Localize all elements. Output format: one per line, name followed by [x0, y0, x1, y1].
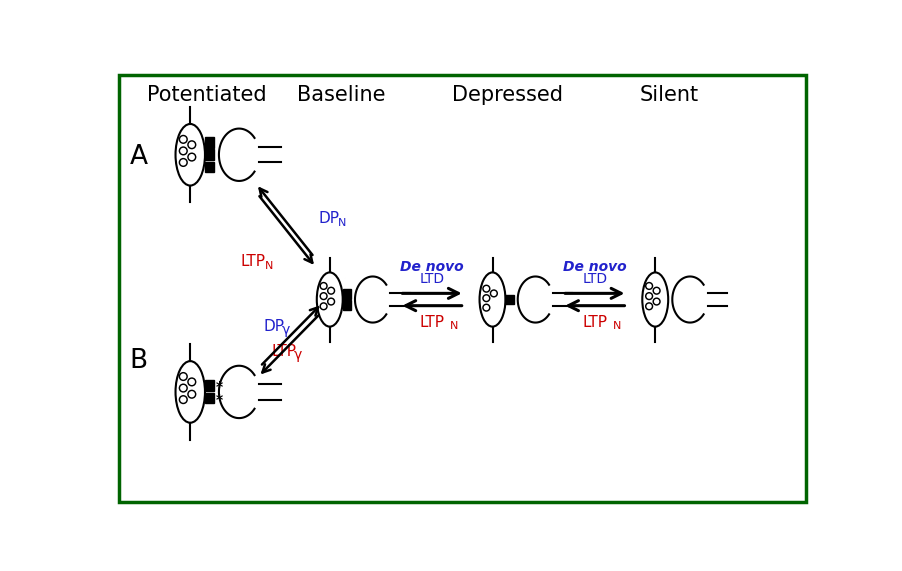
Text: Silent: Silent — [640, 86, 699, 106]
Text: De novo: De novo — [400, 260, 464, 274]
Text: DP: DP — [318, 211, 339, 226]
Text: *: * — [216, 393, 223, 407]
Text: LTP: LTP — [241, 254, 265, 268]
Text: N: N — [612, 321, 621, 332]
Bar — [343, 300, 351, 309]
Text: γ: γ — [293, 348, 301, 362]
Text: Potentiated: Potentiated — [148, 86, 267, 106]
Text: LTP: LTP — [272, 344, 297, 359]
Bar — [343, 289, 351, 299]
Text: N: N — [338, 218, 346, 227]
Text: γ: γ — [281, 323, 290, 337]
Text: DP: DP — [264, 319, 285, 334]
Text: N: N — [450, 321, 458, 332]
Text: LTP: LTP — [583, 315, 607, 330]
Text: N: N — [264, 260, 273, 271]
Text: B: B — [130, 348, 148, 374]
Bar — [205, 137, 215, 148]
Bar — [205, 150, 215, 160]
Bar — [205, 162, 215, 172]
Bar — [205, 380, 215, 391]
Text: Depressed: Depressed — [453, 86, 564, 106]
Text: De novo: De novo — [563, 260, 627, 274]
Bar — [205, 393, 215, 404]
Text: *: * — [216, 380, 223, 395]
Text: LTD: LTD — [419, 272, 445, 286]
Text: Baseline: Baseline — [297, 86, 386, 106]
Text: A: A — [130, 144, 148, 170]
Bar — [505, 295, 513, 304]
Text: LTD: LTD — [582, 272, 607, 286]
Text: LTP: LTP — [419, 315, 445, 330]
